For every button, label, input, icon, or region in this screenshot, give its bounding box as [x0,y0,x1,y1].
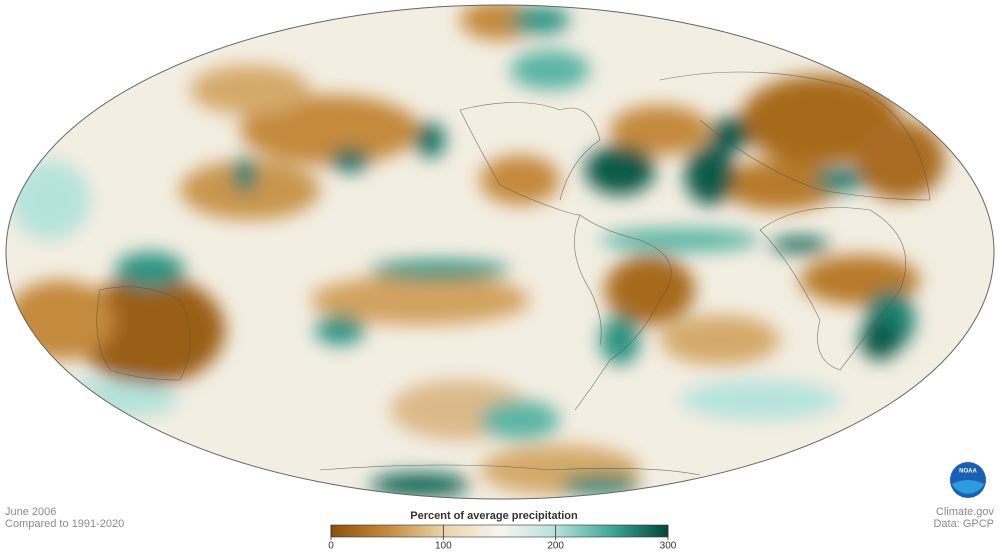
tick-label: 0 [328,541,334,552]
tick-label: 100 [435,541,452,552]
logo-text: NOAA [959,469,977,475]
baseline-label: Compared to 1991-2020 [5,518,124,530]
globe-outline [5,4,995,500]
color-bar [330,524,669,538]
coastlines [96,71,931,476]
noaa-logo: NOAA [950,462,986,498]
tick-label: 300 [660,541,677,552]
date-label: June 2006 [5,506,56,518]
source-label: Data: GPCP [933,518,994,530]
legend-title: Percent of average precipitation [410,510,578,522]
tick-label: 200 [547,541,564,552]
credit-label: Climate.gov [936,506,995,518]
